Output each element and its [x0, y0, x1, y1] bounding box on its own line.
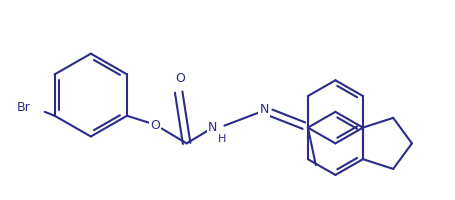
Text: N: N [208, 121, 217, 134]
Text: N: N [259, 103, 269, 116]
Text: O: O [176, 72, 186, 85]
Text: O: O [150, 119, 160, 132]
Text: Br: Br [17, 101, 31, 114]
Text: H: H [218, 134, 227, 144]
